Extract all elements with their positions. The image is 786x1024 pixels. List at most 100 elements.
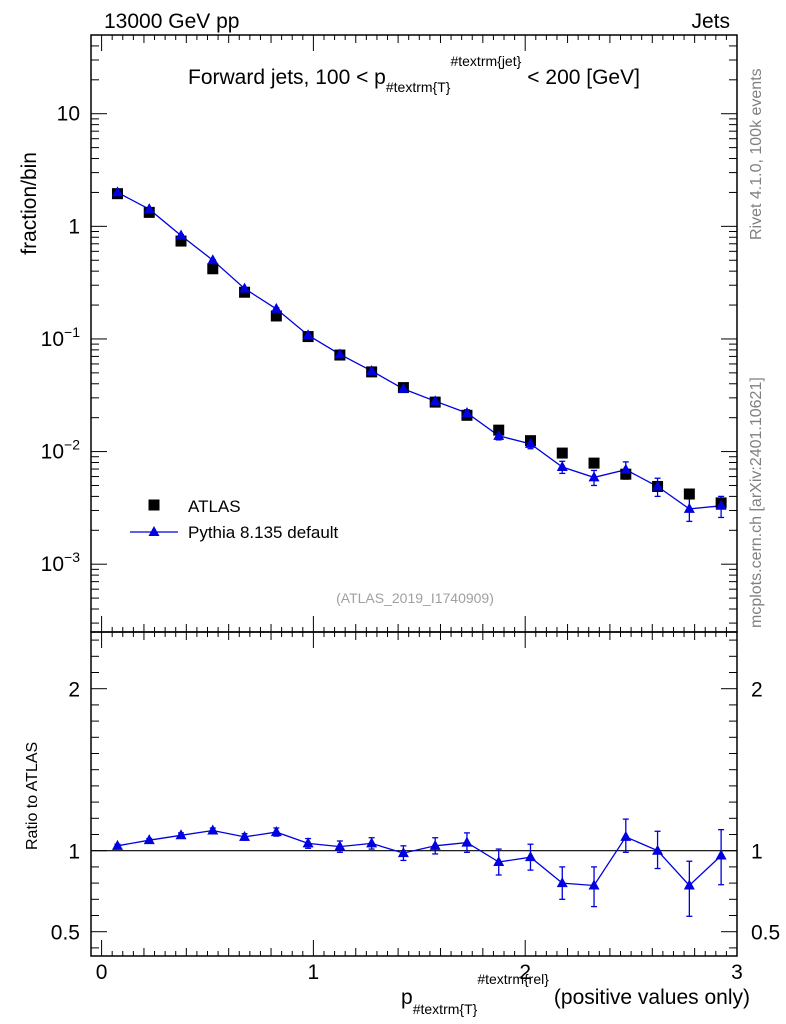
main-y-tick-label: 10 bbox=[57, 103, 80, 126]
ratio-y-tick-label-right: 2 bbox=[751, 679, 763, 702]
mc-data-point bbox=[493, 429, 505, 440]
ratio-data-point bbox=[143, 834, 155, 845]
ratio-data-point bbox=[683, 879, 695, 890]
main-y-tick-exponent: −3 bbox=[64, 549, 80, 565]
x-tick-label: 1 bbox=[308, 961, 320, 984]
ratio-data-point bbox=[715, 849, 727, 860]
mc-data-point bbox=[366, 364, 378, 375]
ratio-data-point bbox=[620, 830, 632, 841]
ratio-y-tick-label-right: 0.5 bbox=[751, 922, 780, 945]
x-tick-label: 2 bbox=[519, 961, 531, 984]
mcplots-credit-label: mcplots.cern.ch [arXiv:2401.10621] bbox=[748, 377, 765, 628]
mc-data-point bbox=[143, 203, 155, 214]
ratio-data-point bbox=[652, 844, 664, 855]
mc-data-point bbox=[239, 282, 251, 293]
atlas-data-point bbox=[556, 447, 568, 459]
mc-data-point bbox=[588, 471, 600, 482]
x-axis-label-subscript: #textrm{T} bbox=[413, 1001, 478, 1017]
mc-data-point bbox=[524, 437, 536, 448]
mc-data-point bbox=[175, 229, 187, 240]
main-y-tick-label: 10−1 bbox=[41, 324, 81, 351]
header-process-label: Jets bbox=[691, 10, 730, 33]
main-y-tick-base: 1 bbox=[68, 215, 80, 238]
ratio-data-point bbox=[239, 830, 251, 841]
ratio-data-point bbox=[524, 851, 536, 862]
main-y-axis-label: fraction/bin bbox=[18, 152, 41, 255]
ratio-data-point bbox=[175, 829, 187, 840]
mc-data-point bbox=[620, 463, 632, 474]
rivet-version-label: Rivet 4.1.0, 100k events bbox=[748, 68, 765, 240]
ratio-data-point bbox=[111, 839, 123, 850]
ratio-series-line bbox=[117, 829, 722, 887]
main-y-tick-label: 1 bbox=[68, 215, 80, 238]
main-y-tick-base: 10 bbox=[57, 103, 80, 126]
legend-mc-marker bbox=[148, 526, 160, 536]
ratio-data-point bbox=[588, 879, 600, 890]
main-plot-frame bbox=[90, 34, 738, 633]
x-axis-label-tail: (positive values only) bbox=[554, 986, 750, 1009]
main-y-tick-label: 10−2 bbox=[41, 437, 81, 464]
ratio-data-point bbox=[461, 836, 473, 847]
ratio-axis-ticks: 0 1 2 3 0.5 0.5 1 1 2 2 bbox=[51, 632, 780, 984]
x-axis-label: p#textrm{T} #textrm{rel} (positive values … bbox=[401, 971, 750, 1017]
ratio-data-point bbox=[556, 877, 568, 888]
mc-data-point bbox=[207, 254, 219, 265]
mc-data-point bbox=[429, 395, 441, 406]
mc-data-point bbox=[556, 460, 568, 471]
ratio-y-axis-label: Ratio to ATLAS bbox=[24, 742, 41, 850]
ratio-data-point bbox=[493, 856, 505, 867]
main-data-layer bbox=[111, 186, 727, 523]
main-title: Forward jets, 100 < p#textrm{T} #textrm{j… bbox=[188, 53, 640, 95]
main-title-text: Forward jets, 100 < p bbox=[188, 66, 386, 89]
main-y-tick-label: 10−3 bbox=[41, 549, 81, 576]
ratio-data-point bbox=[429, 839, 441, 850]
ratio-data-point bbox=[207, 824, 219, 835]
ratio-data-layer bbox=[111, 818, 727, 917]
mc-data-point bbox=[715, 499, 727, 510]
mc-data-point bbox=[461, 407, 473, 418]
mc-data-point bbox=[334, 348, 346, 359]
x-axis-label-superscript: #textrm{rel} bbox=[477, 971, 549, 987]
analysis-watermark: (ATLAS_2019_I1740909) bbox=[336, 590, 494, 606]
main-y-tick-exponent: −1 bbox=[64, 324, 80, 340]
main-y-tick-base: 10 bbox=[41, 553, 64, 576]
x-tick-label: 3 bbox=[731, 961, 743, 984]
ratio-y-tick-label-left: 0.5 bbox=[51, 922, 80, 945]
atlas-data-point bbox=[588, 457, 600, 469]
mc-data-point bbox=[652, 480, 664, 491]
main-title-superscript: #textrm{jet} bbox=[450, 53, 521, 69]
ratio-data-point bbox=[302, 837, 314, 848]
mc-data-point bbox=[397, 382, 409, 393]
atlas-data-point bbox=[270, 310, 282, 322]
main-title-subscript: #textrm{T} bbox=[386, 79, 451, 95]
ratio-data-point bbox=[397, 847, 409, 858]
atlas-data-point bbox=[175, 235, 187, 247]
ratio-data-point bbox=[366, 837, 378, 848]
ratio-data-point bbox=[334, 840, 346, 851]
legend-atlas-marker bbox=[148, 499, 160, 511]
mc-data-point bbox=[683, 502, 695, 513]
ratio-y-tick-label-left: 2 bbox=[68, 679, 80, 702]
atlas-data-point bbox=[683, 488, 695, 500]
legend-atlas-label: ATLAS bbox=[188, 497, 241, 516]
atlas-data-point bbox=[620, 468, 632, 480]
x-axis-label-text: p bbox=[401, 986, 413, 1009]
ratio-plot-frame bbox=[90, 631, 738, 957]
ratio-y-tick-label-right: 1 bbox=[751, 841, 763, 864]
atlas-data-point bbox=[207, 263, 219, 275]
main-y-tick-base: 10 bbox=[41, 441, 64, 464]
mc-data-point bbox=[270, 302, 282, 313]
main-y-tick-exponent: −2 bbox=[64, 437, 80, 453]
main-y-tick-base: 10 bbox=[41, 328, 64, 351]
header-energy-label: 13000 GeV pp bbox=[104, 10, 239, 33]
ratio-y-tick-label-left: 1 bbox=[68, 841, 80, 864]
mc-data-point bbox=[302, 329, 314, 340]
ratio-data-point bbox=[270, 826, 282, 837]
legend: ATLAS Pythia 8.135 default bbox=[130, 497, 339, 542]
x-tick-label: 0 bbox=[96, 961, 108, 984]
mc-series-line bbox=[117, 191, 722, 510]
legend-mc-label: Pythia 8.135 default bbox=[188, 523, 339, 542]
mc-data-point bbox=[111, 186, 123, 197]
